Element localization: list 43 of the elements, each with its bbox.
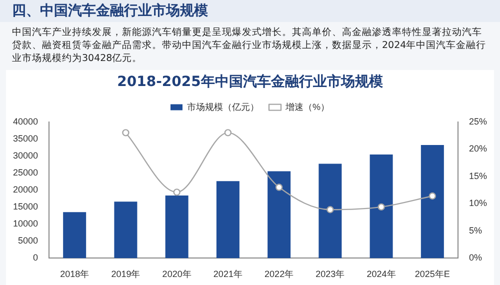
text: 四、中国汽车金融行业市场规模 <box>0 0 500 22</box>
bar <box>420 144 444 258</box>
x-tick-label: 2025年E <box>414 269 450 280</box>
y-tick-label: 20000 <box>12 184 38 194</box>
x-tick-label: 2024年 <box>366 269 396 280</box>
bar <box>63 212 86 258</box>
bar <box>318 164 342 258</box>
point <box>122 129 130 136</box>
y-tick-label: 15000 <box>12 202 38 212</box>
point <box>173 188 180 196</box>
y-tick-label: 0 <box>33 252 38 263</box>
x-tick-label: 2022年 <box>264 269 294 280</box>
y-tick-label: 35000 <box>12 133 38 144</box>
chart-title: 2018-2025年中国汽车金融行业市场规模 <box>117 73 384 90</box>
text: 中国汽车产业持续发展，新能源汽车销量更是呈现爆发式增长。其高单价、高金融渗透率特性显著拉动汽车贷款、融资租赁等金融产品需求。带动中国汽车金融行业市场规模上涨，数据显示，2024年中国汽车金融行业市场规模约为30428亿元。 <box>11 26 488 66</box>
point <box>428 192 436 200</box>
y2-tick-label: 20% <box>468 144 487 154</box>
y-tick-label: 5000 <box>18 236 38 246</box>
y-tick-label: 25000 <box>12 167 38 178</box>
y2-tick-label: 0% <box>468 252 482 263</box>
y-tick-label: 40000 <box>12 116 38 126</box>
y2-tick-label: 25% <box>468 116 487 126</box>
point <box>326 206 334 214</box>
legend-label: 增速（%） <box>284 102 330 112</box>
bar <box>370 154 393 258</box>
point <box>224 129 232 136</box>
x-tick-label: 2018年 <box>60 269 90 280</box>
bar <box>114 202 138 258</box>
x-tick-label: 2020年 <box>162 269 192 280</box>
y2-tick-label: 5% <box>468 225 482 236</box>
bar <box>268 171 291 258</box>
point <box>275 184 283 191</box>
bar <box>165 195 188 258</box>
y2-tick-label: 10% <box>468 198 487 208</box>
x-tick-label: 2023年 <box>316 269 345 280</box>
x-tick-label: 2021年 <box>213 269 242 280</box>
y-tick-label: 10000 <box>12 218 38 229</box>
y-tick-label: 30000 <box>12 150 38 160</box>
x-tick-label: 2019年 <box>111 269 140 280</box>
bar <box>216 181 240 258</box>
point <box>378 203 385 211</box>
y2-tick-label: 15% <box>468 170 487 181</box>
legend-label: 市场规模（亿元） <box>187 102 259 112</box>
